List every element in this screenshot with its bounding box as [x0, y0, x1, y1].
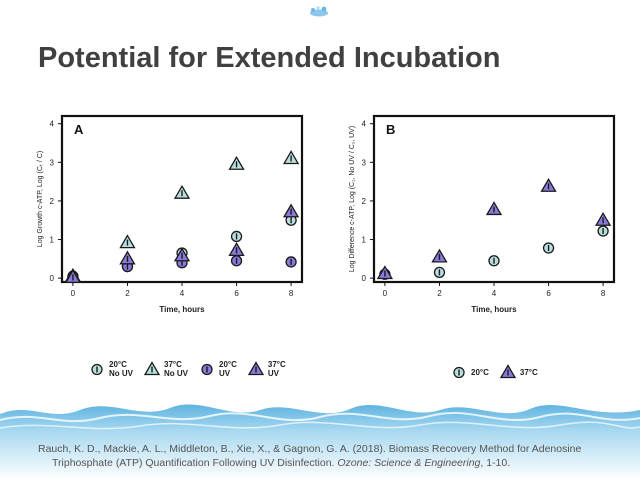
circle-marker-icon	[201, 363, 213, 376]
triangle-marker-icon	[247, 361, 265, 376]
y-axis-label: Log Difference c-ATP, Log (C₁, No UV / C…	[349, 126, 356, 272]
data-point-s0-4	[597, 225, 609, 237]
legend-label: 20°C No UV	[109, 360, 133, 378]
legend-marker	[91, 363, 103, 376]
data-point-s1-3	[228, 155, 245, 170]
legend-marker	[499, 364, 517, 379]
data-point-s1-0	[376, 265, 394, 280]
citation: Rauch, K. D., Mackie, A. L., Middleton, …	[38, 442, 628, 470]
panel-label: B	[386, 122, 395, 137]
x-tick-label: 2	[437, 289, 442, 298]
legend-b: 20°C 37°C	[450, 364, 548, 380]
panel-label: A	[74, 122, 84, 137]
legend-item: 20°C UV	[198, 360, 237, 378]
data-point-s3-1	[119, 250, 136, 265]
chart-panel-b: 0 1 2 3 4 0 2 4 6 8 Time, hours Log Difference c-AT…	[322, 104, 622, 334]
data-point-s0-3	[230, 230, 243, 243]
x-tick-label: 0	[383, 289, 388, 298]
x-tick-label: 8	[289, 289, 294, 298]
legend-marker	[201, 363, 213, 376]
data-point-s2-3	[230, 255, 243, 267]
data-point-s1-3	[540, 177, 557, 192]
citation-journal: Ozone: Science & Engineering	[337, 457, 481, 469]
triangle-marker-icon	[499, 364, 517, 379]
data-point-s1-1	[119, 234, 136, 249]
y-tick-label: 1	[362, 236, 367, 245]
slide-title: Potential for Extended Incubation	[38, 42, 501, 74]
x-tick-label: 2	[125, 289, 130, 298]
y-tick-label: 3	[362, 158, 367, 167]
y-tick-label: 2	[362, 197, 367, 206]
y-axis-label: Log Growth c-ATP, Log (Cₜ / C)	[37, 151, 44, 247]
data-point-s3-2	[173, 247, 191, 262]
legend-label: 37°C No UV	[164, 360, 188, 378]
data-point-s1-4	[594, 211, 612, 226]
chart-b-svg: 0 1 2 3 4 0 2 4 6 8 Time, hours Log Difference c-AT…	[349, 114, 616, 314]
data-point-s3-3	[228, 242, 245, 256]
legend-marker	[143, 361, 161, 376]
data-point-s0-2	[488, 255, 500, 267]
legend-label: 37°C UV	[267, 360, 286, 378]
y-tick-label: 1	[50, 236, 55, 245]
data-point-s0-4	[285, 214, 297, 226]
x-tick-label: 8	[601, 289, 606, 298]
data-point-s1-1	[431, 248, 448, 263]
legend-item: 20°C	[450, 364, 489, 380]
circle-marker-icon	[91, 363, 103, 376]
x-tick-label: 6	[234, 289, 239, 298]
water-wave-decoration	[0, 404, 640, 480]
legend-label: 20°C UV	[219, 360, 237, 378]
data-point-s3-4	[282, 203, 300, 218]
circle-marker-icon	[453, 366, 465, 379]
data-point-s0-1	[433, 266, 446, 278]
legend-marker	[453, 366, 465, 379]
legend-a: 20°C No UV 37°C No UV 20°C UV 37°C UV	[88, 360, 296, 378]
y-tick-label: 2	[50, 197, 55, 206]
data-point-s3-0	[64, 269, 82, 284]
data-point-s2-4	[285, 256, 297, 268]
legend-marker	[247, 361, 265, 376]
legend-item: 37°C	[499, 364, 538, 380]
citation-text: Triphosphate (ATP) Quantification Follow…	[52, 457, 338, 469]
chart-a-svg: 0 1 2 3 4 0 2 4 6 8 Time, hours Log Growth c-ATP, L…	[37, 114, 304, 314]
x-axis-label: Time, hours	[471, 305, 517, 314]
chart-panel-a: 0 1 2 3 4 0 2 4 6 8 Time, hours Log Growth c-ATP, L…	[10, 104, 310, 334]
citation-pages: , 1-10.	[480, 457, 511, 469]
legend-item: 37°C UV	[247, 360, 286, 378]
citation-line-1: Rauch, K. D., Mackie, A. L., Middleton, …	[38, 443, 582, 455]
data-point-s1-4	[282, 150, 300, 165]
x-tick-label: 4	[492, 289, 497, 298]
legend-label: 20°C	[471, 367, 489, 377]
y-tick-label: 4	[50, 120, 55, 129]
citation-line-2: Triphosphate (ATP) Quantification Follow…	[38, 456, 628, 470]
legend-item: 20°C No UV	[88, 360, 133, 378]
y-tick-label: 3	[50, 158, 55, 167]
x-tick-label: 6	[546, 289, 551, 298]
triangle-marker-icon	[143, 361, 161, 376]
y-tick-label: 0	[362, 274, 367, 283]
x-tick-label: 4	[180, 289, 185, 298]
y-tick-label: 0	[50, 274, 55, 283]
data-point-s1-2	[173, 184, 191, 199]
legend-label: 37°C	[519, 367, 538, 377]
water-splash-logo-icon	[310, 6, 328, 17]
data-point-s1-2	[485, 201, 503, 216]
y-tick-label: 4	[362, 120, 367, 129]
legend-item: 37°C No UV	[143, 360, 188, 378]
x-tick-label: 0	[71, 289, 76, 298]
x-axis-label: Time, hours	[159, 305, 205, 314]
data-point-s0-3	[542, 242, 555, 254]
